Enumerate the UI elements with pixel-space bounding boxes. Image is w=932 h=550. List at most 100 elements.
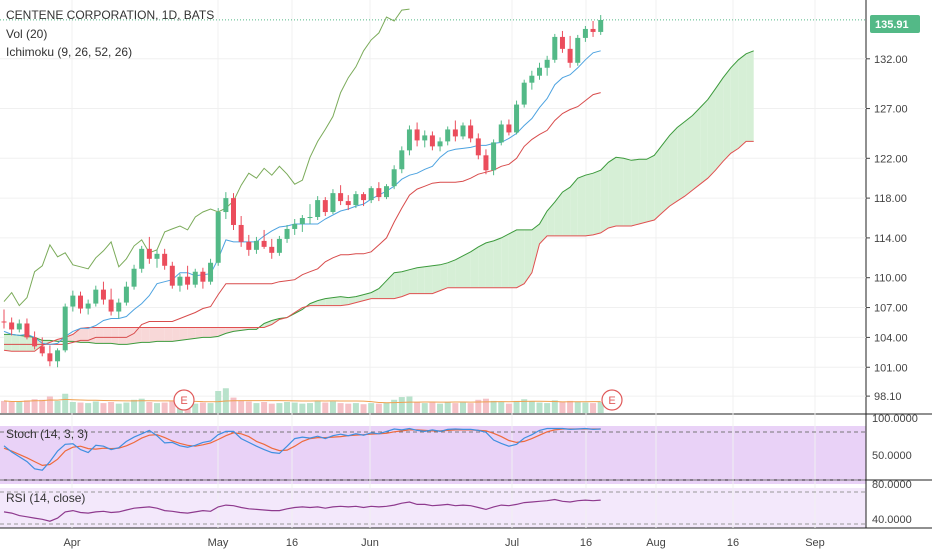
volume-bar [421, 403, 428, 413]
cloud-segment [72, 328, 81, 343]
ichimoku-legend: Ichimoku (9, 26, 52, 26) [6, 45, 132, 59]
volume-bar [23, 400, 30, 413]
volume-bar [192, 403, 199, 413]
stoch-d-line [3, 428, 601, 467]
candle-body [78, 295, 83, 309]
volume-bar [138, 398, 145, 413]
candle-body [24, 323, 30, 338]
earnings-marker [601, 389, 623, 411]
candles [1, 15, 604, 368]
volume-bar [31, 399, 38, 413]
candle-body [322, 200, 328, 213]
cloud-segment [692, 107, 701, 191]
volume-bar [383, 402, 390, 413]
candle-body [276, 238, 282, 253]
volume-bar [490, 400, 497, 413]
cloud-segment [394, 271, 402, 299]
cloud-segment [577, 175, 586, 236]
candle-body [529, 75, 535, 83]
volume-bar [62, 393, 69, 413]
ichimoku-cloud [3, 50, 754, 352]
candle-body [116, 302, 122, 312]
time-axis: Apr May 16 Jun Jul 16 Aug 16 Sep [63, 537, 824, 549]
volume-ma-line [3, 398, 601, 404]
candle-body [47, 353, 53, 362]
volume-bar [414, 402, 421, 413]
cloud-segment [95, 327, 104, 344]
cloud-segment [134, 327, 142, 344]
volume-bar [8, 402, 15, 413]
volume-bar [276, 403, 283, 413]
cloud-segment [562, 187, 571, 236]
candle-body [475, 138, 481, 156]
cloud-segment [409, 267, 418, 294]
candle-body [208, 262, 214, 282]
candle-body [253, 240, 259, 250]
candle-body [384, 186, 389, 198]
candle-body [93, 289, 99, 304]
volume-bar [238, 400, 245, 413]
candle-body [231, 198, 236, 225]
volume-bar [46, 396, 53, 413]
cloud-segment [585, 173, 594, 236]
volume-bar [475, 399, 482, 413]
candle-body [468, 125, 474, 139]
volume-bar [429, 402, 436, 413]
cloud-segment [103, 327, 112, 344]
cloud-segment [340, 296, 349, 306]
cloud-segment [325, 297, 333, 306]
cloud-segment [738, 53, 747, 149]
price-axis: 132.00 127.00 122.00 118.00 114.00 110.00 107.… [866, 54, 908, 403]
time-tick-label: Jun [361, 537, 379, 549]
earnings-marker-label: E [180, 395, 187, 407]
cloud-segment [616, 157, 624, 226]
volume-bar [460, 402, 466, 413]
candle-body [100, 289, 106, 300]
volume-bar [245, 401, 252, 413]
cloud-segment [187, 327, 196, 340]
cloud-segment [218, 327, 226, 337]
volume-bar [299, 403, 306, 413]
candle-body [437, 141, 443, 147]
candle-body [223, 198, 229, 213]
volume-bar [100, 403, 107, 413]
candle-body [338, 193, 344, 202]
volume-bar [559, 402, 566, 413]
candle-body [483, 155, 489, 171]
candle-body [368, 188, 374, 201]
candle-body [200, 271, 206, 282]
price-tick-label: 104.00 [874, 332, 908, 344]
candle-body [491, 142, 497, 171]
rsi-axis-label: 80.0000 [872, 479, 912, 491]
volume-bar [482, 398, 489, 413]
cloud-segment [210, 327, 219, 338]
candle-body [353, 194, 359, 206]
candle-body [315, 200, 321, 218]
volume-bar [536, 402, 543, 413]
volume-bar [567, 400, 574, 413]
cloud-segment [149, 327, 157, 343]
time-tick-label: Apr [63, 537, 80, 549]
cloud-segment [371, 288, 379, 299]
candle-body [414, 129, 420, 141]
candle-body [39, 346, 45, 354]
price-tick-label: 132.00 [874, 54, 908, 66]
volume-bar [505, 403, 512, 413]
cloud-segment [172, 327, 180, 342]
cloud-segment [516, 229, 525, 288]
volume-bar [437, 403, 444, 413]
cloud-segment [669, 127, 678, 207]
time-tick-label: Jul [505, 537, 519, 549]
senkou-span-b-line [3, 140, 754, 352]
cloud-segment [11, 334, 20, 352]
cloud-segment [141, 327, 150, 343]
volume-bar [199, 402, 206, 413]
candle-body [177, 276, 183, 286]
cloud-segment [195, 327, 203, 339]
cloud-segment [202, 327, 211, 338]
candle-body [498, 124, 504, 143]
candle-body [169, 265, 175, 286]
cloud-segment [447, 259, 456, 288]
cloud-segment [440, 262, 448, 291]
